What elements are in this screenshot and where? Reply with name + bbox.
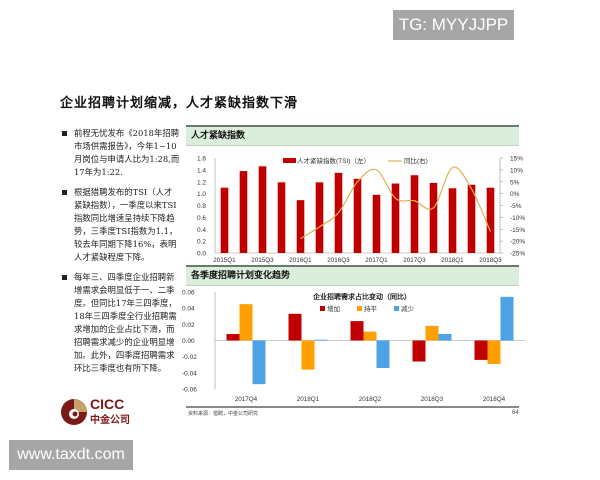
svg-text:1.2: 1.2: [197, 179, 206, 186]
svg-text:2015Q1: 2015Q1: [213, 257, 236, 264]
bullet-item: 前程无忧发布《2018年招聘市场供需报告》，今年1~10月岗位与申请人比为1:2…: [62, 127, 180, 179]
svg-text:-20%: -20%: [510, 239, 525, 246]
svg-text:-0.06: -0.06: [182, 387, 197, 394]
svg-text:人才紧缺指数(TSI)（左）: 人才紧缺指数(TSI)（左）: [297, 156, 370, 165]
footer-divider: [186, 406, 519, 408]
svg-text:2017Q1: 2017Q1: [365, 257, 388, 264]
watermark-top: TG: MYYJJPP: [393, 10, 514, 40]
svg-text:10%: 10%: [510, 167, 523, 174]
svg-text:2018Q2: 2018Q2: [359, 396, 382, 403]
svg-text:2015Q3: 2015Q3: [251, 257, 274, 264]
svg-text:同比(右): 同比(右): [404, 156, 428, 165]
svg-text:0.04: 0.04: [182, 306, 195, 313]
svg-text:2017Q3: 2017Q3: [403, 257, 426, 264]
svg-text:-0.04: -0.04: [182, 370, 197, 377]
svg-text:-25%: -25%: [510, 251, 525, 258]
svg-text:2018Q3: 2018Q3: [479, 257, 502, 264]
cicc-logo: CICC 中金公司: [60, 396, 170, 428]
svg-text:企业招聘需求占比变动（同比）: 企业招聘需求占比变动（同比）: [312, 292, 411, 301]
svg-text:0.8: 0.8: [197, 203, 206, 210]
svg-text:15%: 15%: [510, 156, 523, 163]
svg-text:-15%: -15%: [510, 227, 525, 234]
bullet-square-icon: [62, 275, 67, 280]
svg-text:持平: 持平: [364, 304, 378, 313]
svg-text:增加: 增加: [327, 304, 340, 313]
panel1-title: 人才紧缺指数: [186, 125, 519, 146]
svg-text:0%: 0%: [510, 191, 520, 198]
svg-text:1.4: 1.4: [197, 167, 206, 174]
slide-title: 企业招聘计划缩减，人才紧缺指数下滑: [60, 96, 299, 111]
svg-text:5%: 5%: [510, 179, 520, 186]
svg-text:-5%: -5%: [510, 203, 522, 210]
bullet-square-icon: [62, 190, 67, 195]
svg-text:2018Q1: 2018Q1: [441, 257, 464, 264]
svg-text:0.4: 0.4: [197, 227, 206, 234]
svg-text:0.0: 0.0: [197, 251, 206, 258]
svg-text:1.0: 1.0: [197, 191, 206, 198]
bullet-square-icon: [62, 131, 67, 136]
svg-text:0.06: 0.06: [182, 290, 195, 297]
bullet-item: 每年三、四季度企业招聘新增需求会明显低于一、二季度。但同比17年三四季度，18年…: [62, 271, 180, 375]
svg-text:2016Q1: 2016Q1: [289, 257, 312, 264]
svg-text:2017Q4: 2017Q4: [235, 396, 258, 403]
svg-text:0.02: 0.02: [182, 322, 195, 329]
bullet-list: 前程无忧发布《2018年招聘市场供需报告》，今年1~10月岗位与申请人比为1:2…: [62, 127, 180, 382]
svg-text:0.00: 0.00: [182, 338, 195, 345]
svg-text:0.6: 0.6: [197, 215, 206, 222]
cicc-logo-icon: [61, 399, 87, 425]
panel2-title: 各季度招聘计划变化趋势: [186, 265, 519, 286]
svg-text:1.6: 1.6: [197, 156, 206, 163]
svg-text:2018Q3: 2018Q3: [421, 396, 444, 403]
recruit-change-chart: 0.06 0.04 0.02 0.00 -0.02 -0.04 -0.06 2017Q4 201…: [182, 290, 525, 403]
tsi-chart: 0.0 0.2 0.4 0.6 0.8 1.0 1.2 1.4 1.6 -25% -20% -15% -…: [197, 156, 525, 265]
page-number: 64: [512, 410, 519, 416]
bullet-item: 根据猎聘发布的TSI（人才紧缺指数），一季度以来TSI指数同比增速呈持续下降趋势…: [62, 186, 180, 264]
source-note: 资料来源：猎聘，中金公司研究: [188, 411, 259, 417]
svg-text:2016Q3: 2016Q3: [327, 257, 350, 264]
svg-text:-0.02: -0.02: [182, 354, 197, 361]
svg-text:2018Q4: 2018Q4: [483, 396, 506, 403]
svg-text:0.2: 0.2: [197, 239, 206, 246]
svg-text:减少: 减少: [401, 304, 415, 313]
watermark-bottom: www.taxdt.com: [9, 440, 133, 470]
svg-text:2018Q1: 2018Q1: [297, 396, 320, 403]
svg-text:-10%: -10%: [510, 215, 525, 222]
